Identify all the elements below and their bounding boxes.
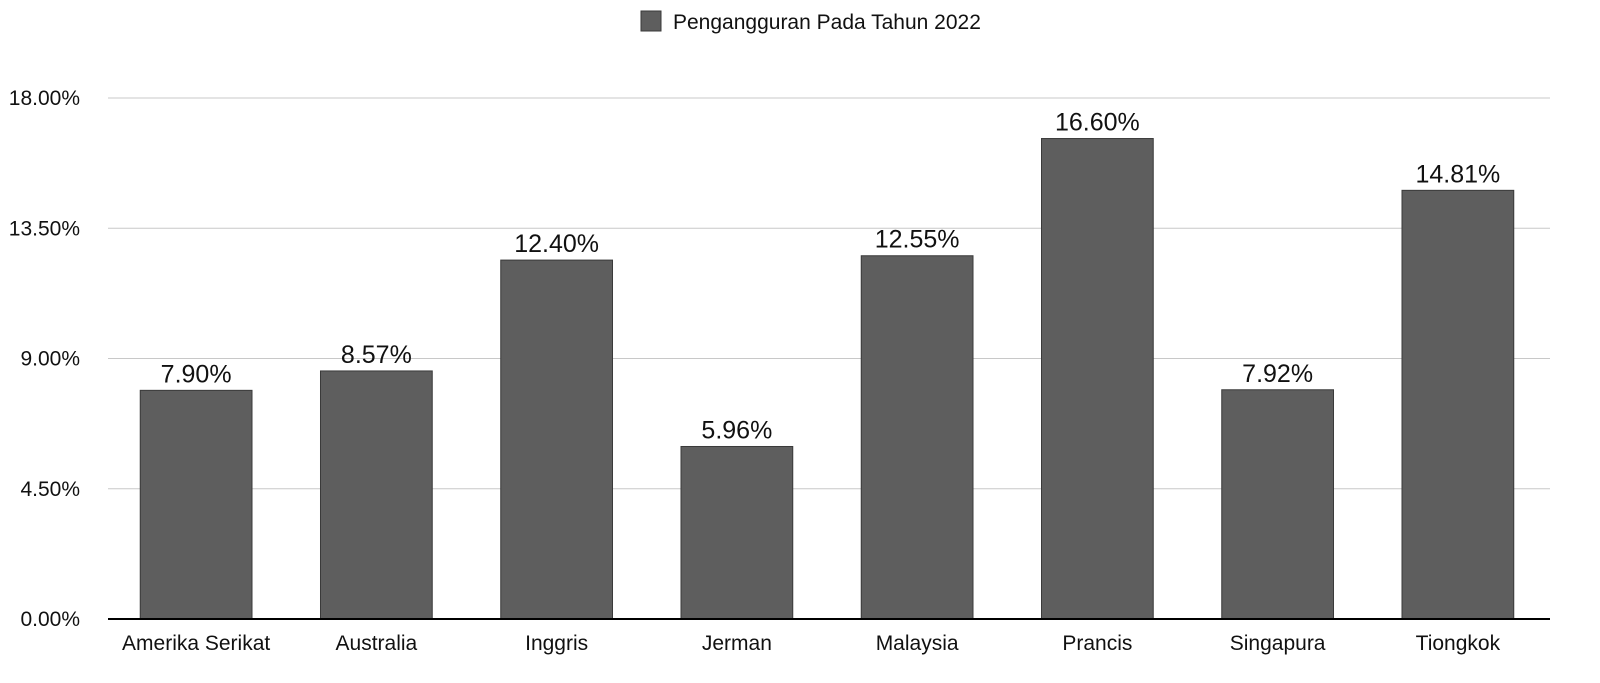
bar-tiongkok bbox=[1401, 189, 1515, 620]
data-label: 8.57% bbox=[341, 341, 412, 369]
bar-singapura bbox=[1221, 389, 1335, 620]
bars bbox=[139, 138, 1515, 620]
x-category-label: Australia bbox=[336, 632, 418, 655]
bar-amerika-serikat bbox=[139, 389, 253, 620]
bar-malaysia bbox=[860, 255, 974, 620]
bar-inggris bbox=[500, 259, 614, 620]
data-label: 7.92% bbox=[1242, 360, 1313, 388]
x-category-label: Singapura bbox=[1230, 632, 1326, 655]
y-axis-ticks: 0.00% 4.50% 9.00% 13.50% 18.00% bbox=[9, 87, 80, 631]
bar-prancis bbox=[1040, 138, 1154, 620]
data-label: 12.40% bbox=[514, 230, 599, 258]
x-category-label: Amerika Serikat bbox=[122, 632, 270, 655]
x-axis-categories: Amerika Serikat Australia Inggris Jerman Mal… bbox=[122, 632, 1501, 655]
x-category-label: Malaysia bbox=[876, 632, 959, 655]
bar-australia bbox=[319, 370, 433, 620]
data-label: 14.81% bbox=[1415, 160, 1500, 188]
bar-jerman bbox=[680, 445, 794, 620]
x-category-label: Inggris bbox=[525, 632, 588, 655]
x-category-label: Tiongkok bbox=[1416, 632, 1501, 655]
y-tick-label: 18.00% bbox=[9, 87, 80, 110]
data-label: 16.60% bbox=[1055, 109, 1140, 137]
x-category-label: Jerman bbox=[702, 632, 772, 655]
x-category-label: Prancis bbox=[1062, 632, 1132, 655]
y-tick-label: 0.00% bbox=[20, 608, 80, 631]
data-label: 7.90% bbox=[161, 360, 232, 388]
y-tick-label: 13.50% bbox=[9, 217, 80, 240]
legend-label: Pengangguran Pada Tahun 2022 bbox=[673, 11, 981, 34]
data-label: 5.96% bbox=[701, 416, 772, 444]
data-labels: 7.90% 8.57% 12.40% 5.96% 12.55% 16.60% 7.92% 14… bbox=[161, 109, 1501, 445]
data-label: 12.55% bbox=[875, 226, 960, 254]
legend: Pengangguran Pada Tahun 2022 bbox=[640, 10, 981, 34]
legend-swatch bbox=[640, 10, 662, 32]
y-tick-label: 9.00% bbox=[20, 348, 80, 371]
y-tick-label: 4.50% bbox=[20, 478, 80, 501]
